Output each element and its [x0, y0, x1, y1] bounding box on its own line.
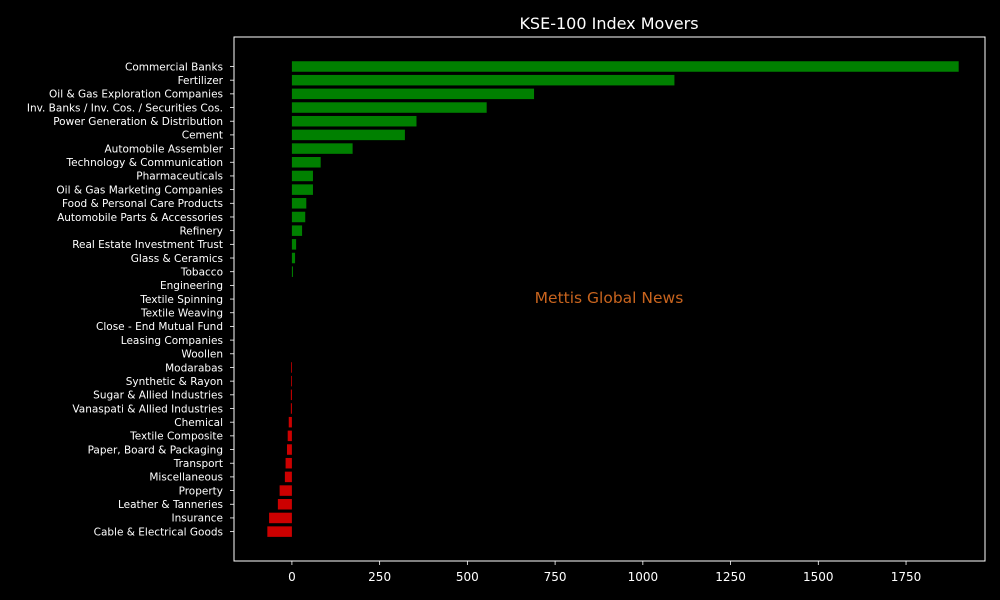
category-label: Inv. Banks / Inv. Cos. / Securities Cos. — [27, 102, 223, 114]
bar — [291, 362, 293, 373]
category-label: Oil & Gas Marketing Companies — [56, 184, 223, 196]
bar — [291, 184, 313, 195]
category-label: Woollen — [181, 349, 223, 361]
x-tick-label: 1750 — [891, 570, 922, 584]
bar — [291, 157, 321, 168]
category-label: Property — [179, 485, 223, 497]
x-tick-label: 1500 — [803, 570, 834, 584]
bar — [279, 485, 292, 496]
category-label: Textile Composite — [129, 431, 223, 443]
bar — [286, 444, 292, 455]
category-label: Insurance — [171, 513, 223, 525]
category-label: Synthetic & Rayon — [126, 376, 223, 388]
bar — [285, 457, 292, 469]
bar — [269, 512, 292, 524]
x-tick-label: 250 — [368, 570, 391, 584]
bar — [267, 526, 292, 537]
bar — [291, 61, 959, 72]
category-label: Leasing Companies — [121, 335, 223, 347]
bar — [291, 252, 296, 264]
category-label: Technology & Communication — [66, 157, 223, 169]
category-label: Commercial Banks — [125, 61, 223, 73]
category-label: Vanaspati & Allied Industries — [72, 403, 223, 415]
x-tick-label: 1000 — [628, 570, 659, 584]
x-tick-label: 500 — [456, 570, 479, 584]
bar — [291, 74, 675, 86]
category-label: Cable & Electrical Goods — [94, 526, 223, 538]
bar — [291, 115, 417, 127]
category-label: Textile Weaving — [140, 308, 223, 320]
category-label: Tobacco — [180, 267, 223, 279]
bar — [291, 170, 313, 182]
bar — [290, 403, 292, 414]
bar — [291, 266, 293, 277]
category-label: Food & Personal Care Products — [62, 198, 223, 210]
category-label: Transport — [173, 458, 223, 470]
category-label: Automobile Assembler — [105, 143, 224, 155]
chart-title: KSE-100 Index Movers — [519, 14, 698, 33]
category-label: Real Estate Investment Trust — [72, 239, 223, 251]
bar — [277, 499, 292, 510]
bar — [291, 225, 303, 236]
category-label: Power Generation & Distribution — [53, 116, 223, 128]
category-label: Chemical — [174, 417, 223, 429]
bar — [290, 389, 292, 401]
category-label: Textile Spinning — [139, 294, 223, 306]
category-label-group: Commercial Banks Fertilizer Oil & Gas Expl… — [27, 61, 234, 538]
category-label: Glass & Ceramics — [131, 253, 223, 265]
x-axis: 0 250 500 750 1000 1250 1500 1750 — [288, 561, 921, 584]
bar — [291, 129, 405, 141]
bar — [291, 239, 297, 250]
category-label: Pharmaceuticals — [136, 171, 223, 183]
category-label: Miscellaneous — [149, 472, 223, 484]
bar — [287, 430, 292, 442]
x-tick-label: 0 — [288, 570, 296, 584]
category-label: Close - End Mutual Fund — [96, 321, 223, 333]
bar — [291, 375, 293, 387]
category-label: Automobile Parts & Accessories — [57, 212, 223, 224]
bar — [284, 471, 292, 483]
bar — [288, 416, 292, 428]
watermark-text: Mettis Global News — [535, 289, 684, 307]
x-tick-label: 750 — [544, 570, 567, 584]
category-label: Fertilizer — [178, 75, 224, 87]
category-label: Engineering — [160, 280, 223, 292]
category-label: Sugar & Allied Industries — [93, 390, 223, 402]
category-label: Refinery — [179, 225, 223, 237]
category-label: Leather & Tanneries — [118, 499, 223, 511]
x-tick-label: 1250 — [715, 570, 746, 584]
category-label: Paper, Board & Packaging — [88, 444, 223, 456]
bar — [291, 102, 487, 113]
bar — [291, 198, 307, 209]
bar — [291, 143, 353, 154]
category-label: Cement — [182, 130, 223, 142]
bar — [291, 88, 535, 100]
bar-group — [267, 61, 959, 537]
category-label: Modarabas — [165, 362, 223, 374]
category-label: Oil & Gas Exploration Companies — [49, 89, 223, 101]
bar — [291, 211, 306, 223]
